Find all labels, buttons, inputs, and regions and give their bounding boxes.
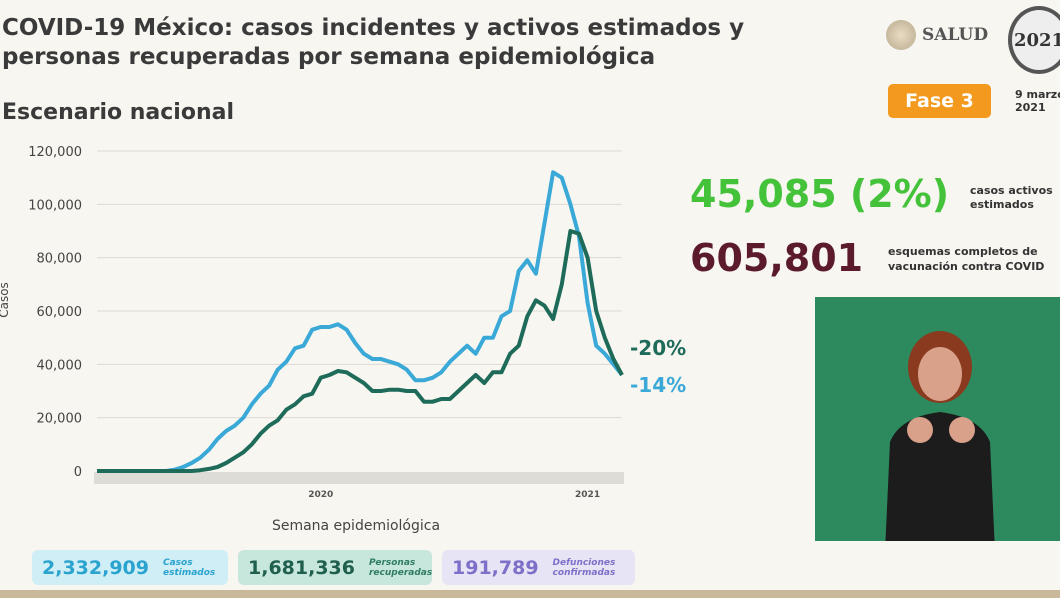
- y-tick-label: 100,000: [28, 198, 82, 213]
- series-line: [97, 229, 624, 473]
- y-tick-label: 20,000: [37, 412, 83, 427]
- title-line-1: COVID-19 México: casos incidentes y acti…: [2, 15, 745, 41]
- mexico-2021-logo: 2021: [1008, 6, 1060, 74]
- y-tick-label: 0: [74, 465, 82, 480]
- recovered-label: Personas recuperadas: [369, 558, 432, 578]
- seal-icon: [886, 20, 916, 50]
- series-line: [97, 170, 624, 473]
- date: 9 marzo 2021: [1015, 88, 1060, 114]
- y-tick-label: 40,000: [37, 358, 83, 373]
- summary-box-recovered: 1,681,336 Personas recuperadas: [238, 550, 432, 585]
- cases-line-chart: 020,00040,00060,00080,000100,000120,000 …: [0, 145, 686, 534]
- page-title: COVID-19 México: casos incidentes y acti…: [2, 14, 744, 72]
- x-axis-label: Semana epidemiológica: [272, 518, 440, 534]
- label-line-2: estimados: [162, 567, 216, 578]
- scenario-subtitle: Escenario nacional: [2, 100, 235, 125]
- label-line-1: Personas: [368, 557, 416, 568]
- series-end-label: -20%: [630, 336, 686, 360]
- label-line-1: Casos: [162, 557, 193, 568]
- interpreter-figure: [885, 331, 995, 541]
- estimated-cases-label: Casos estimados: [163, 558, 215, 578]
- date-line-1: 9 marzo: [1015, 88, 1060, 101]
- active-cases-value: 45,085 (2%): [690, 172, 950, 216]
- salud-logo-text: SALUD: [922, 25, 989, 45]
- y-axis-label: Casos: [0, 282, 11, 318]
- vaccine-label: esquemas completos de vacunación contra …: [888, 244, 1044, 274]
- title-line-2: personas recuperadas por semana epidemio…: [2, 44, 656, 70]
- x-axis-week-band: [94, 472, 624, 484]
- y-tick-label: 80,000: [37, 252, 83, 267]
- y-tick-label: 120,000: [28, 145, 82, 160]
- year-label: 2021: [575, 490, 600, 500]
- active-label-line-2: estimados: [970, 198, 1034, 211]
- vaccine-label-line-1: esquemas completos de: [888, 245, 1038, 258]
- label-line-1: Defunciones: [552, 557, 616, 568]
- active-label-line-1: casos activos: [970, 184, 1053, 197]
- estimated-cases-value: 2,332,909: [42, 556, 149, 579]
- deaths-label: Defunciones confirmadas: [553, 558, 616, 578]
- label-line-2: recuperadas: [368, 567, 433, 578]
- deaths-value: 191,789: [452, 556, 539, 579]
- bottom-strip: [0, 590, 1060, 598]
- logo-2021-text: 2021: [1013, 29, 1060, 51]
- vaccine-label-line-2: vacunación contra COVID: [888, 260, 1045, 273]
- vaccine-value: 605,801: [690, 236, 864, 280]
- label-line-2: confirmadas: [552, 567, 616, 578]
- summary-box-estimated-cases: 2,332,909 Casos estimados: [32, 550, 228, 585]
- series-end-label: -14%: [630, 373, 686, 397]
- recovered-value: 1,681,336: [248, 556, 355, 579]
- summary-box-deaths: 191,789 Defunciones confirmadas: [442, 550, 635, 585]
- salud-logo: SALUD: [886, 20, 988, 50]
- year-label: 2020: [308, 490, 333, 500]
- sign-language-interpreter-video: [815, 297, 1060, 541]
- y-tick-label: 60,000: [37, 305, 83, 320]
- active-cases-label: casos activos estimados: [970, 184, 1053, 212]
- phase-badge: Fase 3: [888, 84, 991, 118]
- date-line-2: 2021: [1015, 101, 1046, 114]
